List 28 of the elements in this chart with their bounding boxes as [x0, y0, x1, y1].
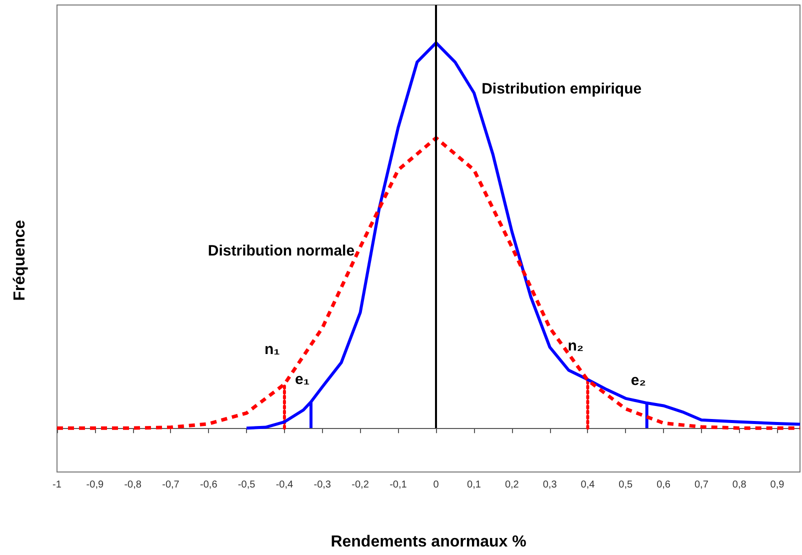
x-tick-label: 0,6: [656, 480, 671, 490]
annotation: n₂: [568, 337, 584, 354]
y-axis-title: Fréquence: [12, 220, 28, 301]
x-tick-label: -1: [52, 480, 62, 490]
x-tick-label: -0,6: [200, 480, 218, 490]
annotation: n₁: [264, 341, 280, 358]
x-tick-label: -0,5: [238, 480, 256, 490]
x-tick-label: 0,3: [542, 480, 558, 490]
x-tick-label: -0,1: [390, 480, 408, 490]
series-label: Distribution normale: [208, 242, 355, 260]
x-tick-label: 0,9: [770, 480, 785, 490]
x-tick-label: 0,2: [504, 480, 520, 490]
x-axis-title: Rendements anormaux %: [330, 534, 526, 550]
x-tick-label: -0,9: [86, 480, 104, 490]
x-tick-label: 0: [433, 480, 440, 490]
x-tick-label: -0,7: [162, 480, 180, 490]
x-tick-label: 0,5: [618, 480, 634, 490]
x-tick-label: -0,8: [124, 480, 142, 490]
x-tick-label: 0,8: [732, 480, 747, 490]
x-tick-label: -0,3: [314, 480, 332, 490]
annotation: e₁: [294, 370, 310, 388]
x-tick-label: 0,7: [694, 480, 709, 490]
annotation: e₂: [630, 372, 646, 390]
x-tick-label: -0,4: [276, 480, 294, 490]
x-tick-label: -0,2: [352, 480, 370, 490]
x-tick-label: 0,4: [580, 480, 596, 490]
x-tick-label: 0,1: [467, 480, 482, 490]
series-label: Distribution empirique: [482, 80, 642, 98]
